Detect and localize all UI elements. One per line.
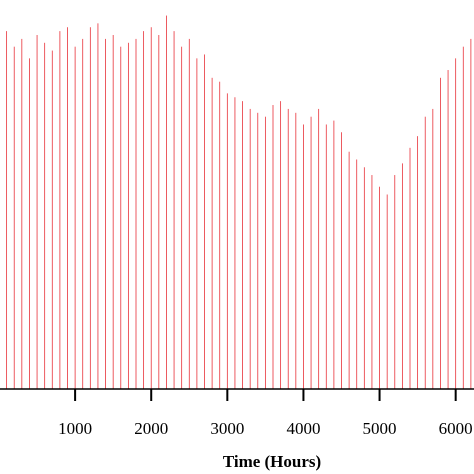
chart-bar [89, 27, 91, 389]
chart-bar [59, 31, 61, 390]
chart-bar [188, 38, 190, 390]
chart-bar [120, 46, 122, 390]
chart-bar [105, 38, 106, 390]
chart-bar [295, 112, 297, 389]
chart-bar [363, 167, 365, 389]
chart-bar [219, 81, 221, 389]
chart-bar [287, 108, 289, 390]
x-tick-label: 2000 [134, 419, 168, 438]
chart-bar [51, 50, 53, 389]
x-tick-label: 6000 [439, 419, 473, 438]
chart-bar [341, 132, 342, 389]
chart-bar [280, 101, 282, 389]
chart-bar [143, 31, 145, 390]
chart-bar [158, 35, 160, 389]
chart-bar [211, 77, 213, 390]
x-tick-label: 5000 [363, 419, 397, 438]
chart-bar [379, 186, 380, 389]
chart-bar [173, 31, 175, 390]
chart-bar [310, 116, 312, 389]
chart-bar [226, 93, 228, 390]
chart-bar [234, 97, 236, 389]
chart-bar [74, 46, 76, 390]
chart-bar [303, 124, 304, 389]
chart-bar [417, 136, 419, 389]
chart-bar [318, 108, 320, 390]
chart-bar [356, 159, 358, 389]
chart-bar [44, 42, 46, 389]
chart-bar [348, 151, 350, 389]
chart-bar [36, 35, 38, 389]
chart-bar [242, 101, 243, 389]
chart-bar [394, 175, 396, 389]
x-tick-label: 1000 [58, 419, 92, 438]
chart-bar [272, 105, 274, 389]
chart-bar [333, 120, 335, 389]
chart-bar [127, 42, 129, 389]
chart-bar [135, 38, 137, 390]
chart-bar [21, 38, 23, 390]
chart-bar [150, 27, 152, 389]
chart-bar [82, 38, 84, 390]
chart-bar [371, 175, 373, 389]
x-axis-title: Time (Hours) [223, 452, 321, 471]
chart-bar [409, 147, 411, 389]
chart-bar [112, 35, 114, 389]
chart-bar [462, 46, 464, 390]
chart-bar [325, 124, 327, 389]
chart-bar [257, 112, 259, 389]
chart-bar [6, 31, 8, 390]
chart-bar [29, 58, 30, 389]
chart-bar [181, 46, 183, 390]
x-axis-ticks: 1000200030004000500060007000 [58, 389, 473, 438]
chart-bar [166, 15, 167, 390]
chart-bar [13, 46, 15, 390]
chart-bar [432, 108, 434, 390]
chart-bar [440, 77, 441, 390]
chart-bar [196, 58, 198, 389]
chart-bar [447, 70, 449, 390]
chart-bar [67, 27, 68, 389]
chart-bar [204, 54, 205, 390]
chart-bar [97, 23, 99, 390]
chart-bar [455, 58, 457, 389]
chart-bar [386, 194, 388, 389]
chart-bar [424, 116, 426, 389]
chart-bar [249, 108, 251, 390]
chart-bar [470, 38, 472, 390]
x-tick-label: 4000 [286, 419, 320, 438]
chart-bar [401, 163, 403, 389]
chart-bar [264, 116, 266, 389]
bars-group [6, 15, 472, 390]
x-tick-label: 3000 [210, 419, 244, 438]
